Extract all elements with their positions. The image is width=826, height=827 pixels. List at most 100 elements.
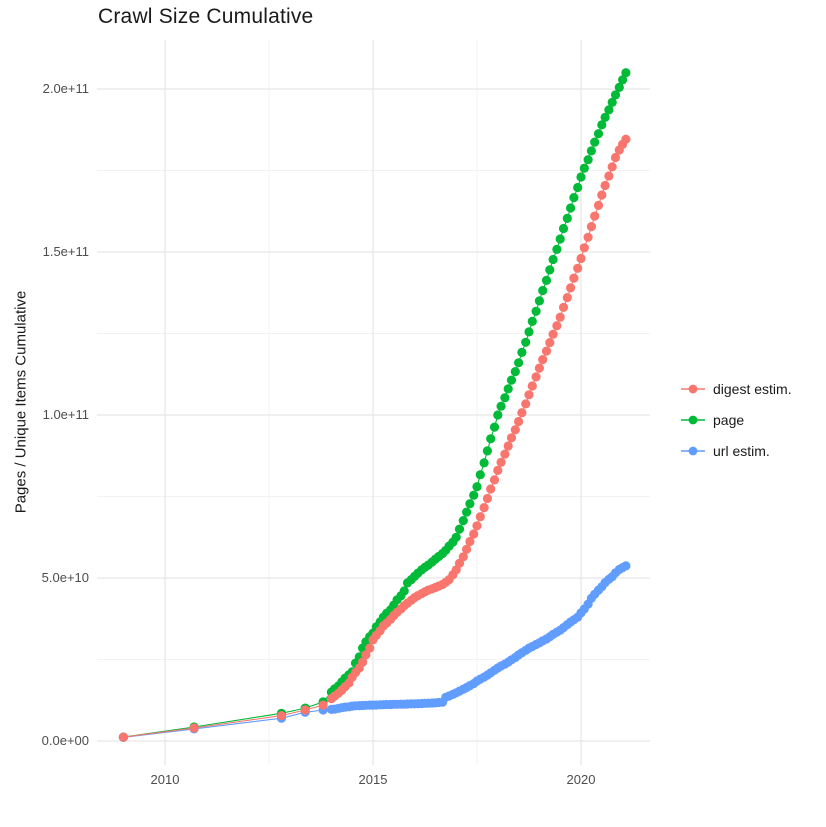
data-point-page [579,163,589,173]
data-point-digest-estim [514,416,524,427]
data-point-digest-estim [621,134,631,144]
data-point-page [610,90,621,100]
data-point-digest-estim [475,512,485,522]
data-point-page [510,367,520,377]
data-point-digest-estim [189,723,199,733]
legend-item-url-estim: url estim. [680,440,792,462]
data-point-digest-estim [465,536,475,547]
data-point-page [555,234,565,244]
data-point-page [558,223,569,234]
legend: digest estim. page url estim. [680,378,792,462]
data-point-page [479,458,489,468]
data-point-digest-estim [500,449,510,459]
data-point-page [541,275,552,285]
data-point-page [548,254,558,265]
data-point-digest-estim [276,711,287,721]
y-tick-label: 1.0e+11 [42,407,89,422]
data-point-page [514,358,524,368]
data-point-digest-estim [503,441,513,451]
data-point-page [521,337,531,347]
data-point-page [618,75,628,85]
y-tick-label: 1.5e+11 [42,244,89,259]
data-point-page [486,434,496,444]
data-point-page [506,375,517,385]
data-point-digest-estim [361,650,371,660]
data-point-digest-estim [489,475,500,485]
y-tick-label: 0.0e+00 [41,733,89,748]
data-point-page [472,482,482,492]
data-point-page [500,393,510,403]
data-point-digest-estim [545,338,555,348]
data-point-digest-estim [576,253,586,264]
data-point-digest-estim [600,180,610,191]
chart-title: Crawl Size Cumulative [98,5,314,28]
data-point-digest-estim [586,222,597,232]
data-point-page [545,265,555,275]
data-point-page [527,316,537,326]
data-point-digest-estim [358,657,368,667]
data-point-digest-estim [524,390,534,400]
y-axis-title: Pages / Unique Items Cumulative [12,290,30,514]
data-point-digest-estim [462,544,472,554]
y-tick-label: 2.0e+11 [42,81,89,96]
data-point-digest-estim [548,329,558,339]
legend-key-url-icon [681,446,705,456]
data-point-page [552,244,562,254]
data-point-digest-estim [482,493,492,504]
data-point-digest-estim [555,312,565,322]
data-point-digest-estim [593,200,604,210]
data-point-digest-estim [579,243,589,253]
data-point-digest-estim [521,399,531,409]
data-point-page [517,347,527,357]
data-point-page [451,532,461,542]
series-line-digest-estim [123,138,627,738]
data-point-page [534,296,545,306]
data-point-digest-estim [527,381,537,391]
data-point-digest-estim [458,552,468,562]
data-point-digest-estim [552,321,562,331]
data-point-digest-estim [486,484,496,494]
x-tick-label: 2015 [358,772,388,787]
data-point-page [465,499,475,509]
legend-key-page-icon [681,415,705,425]
data-point-page [462,507,472,517]
data-point-page [496,401,506,411]
legend-label-url-estim: url estim. [713,443,770,459]
y-tick-label: 5.0e+10 [41,570,89,585]
data-point-page [531,306,541,316]
data-point-page [458,516,468,526]
data-point-digest-estim [479,503,489,513]
data-point-digest-estim [118,732,128,742]
data-point-page [566,203,576,213]
data-point-page [538,285,548,296]
data-point-digest-estim [607,162,617,172]
data-point-page [573,182,583,193]
data-point-digest-estim [573,263,583,273]
data-point-digest-estim [517,408,527,418]
data-point-page [562,213,572,223]
data-point-digest-estim [541,346,552,356]
data-point-page [503,384,513,394]
data-point-digest-estim [531,372,541,382]
data-point-digest-estim [558,302,569,312]
data-point-digest-estim [510,425,520,435]
data-point-page [597,120,607,130]
legend-label-page: page [713,412,745,428]
data-point-digest-estim [610,152,621,163]
data-point-digest-estim [469,529,479,539]
data-point-page [614,82,624,92]
data-point-page [454,524,465,534]
data-point-page [621,68,631,78]
data-point-page [576,172,586,182]
data-point-digest-estim [472,521,482,531]
data-point-url-estim [621,561,631,571]
data-point-page [583,155,593,165]
data-point-digest-estim [300,705,310,715]
data-point-digest-estim [590,211,600,221]
data-point-page [493,410,503,420]
x-tick-label: 2010 [150,772,180,787]
data-point-digest-estim [597,190,607,200]
data-point-page [593,129,604,139]
